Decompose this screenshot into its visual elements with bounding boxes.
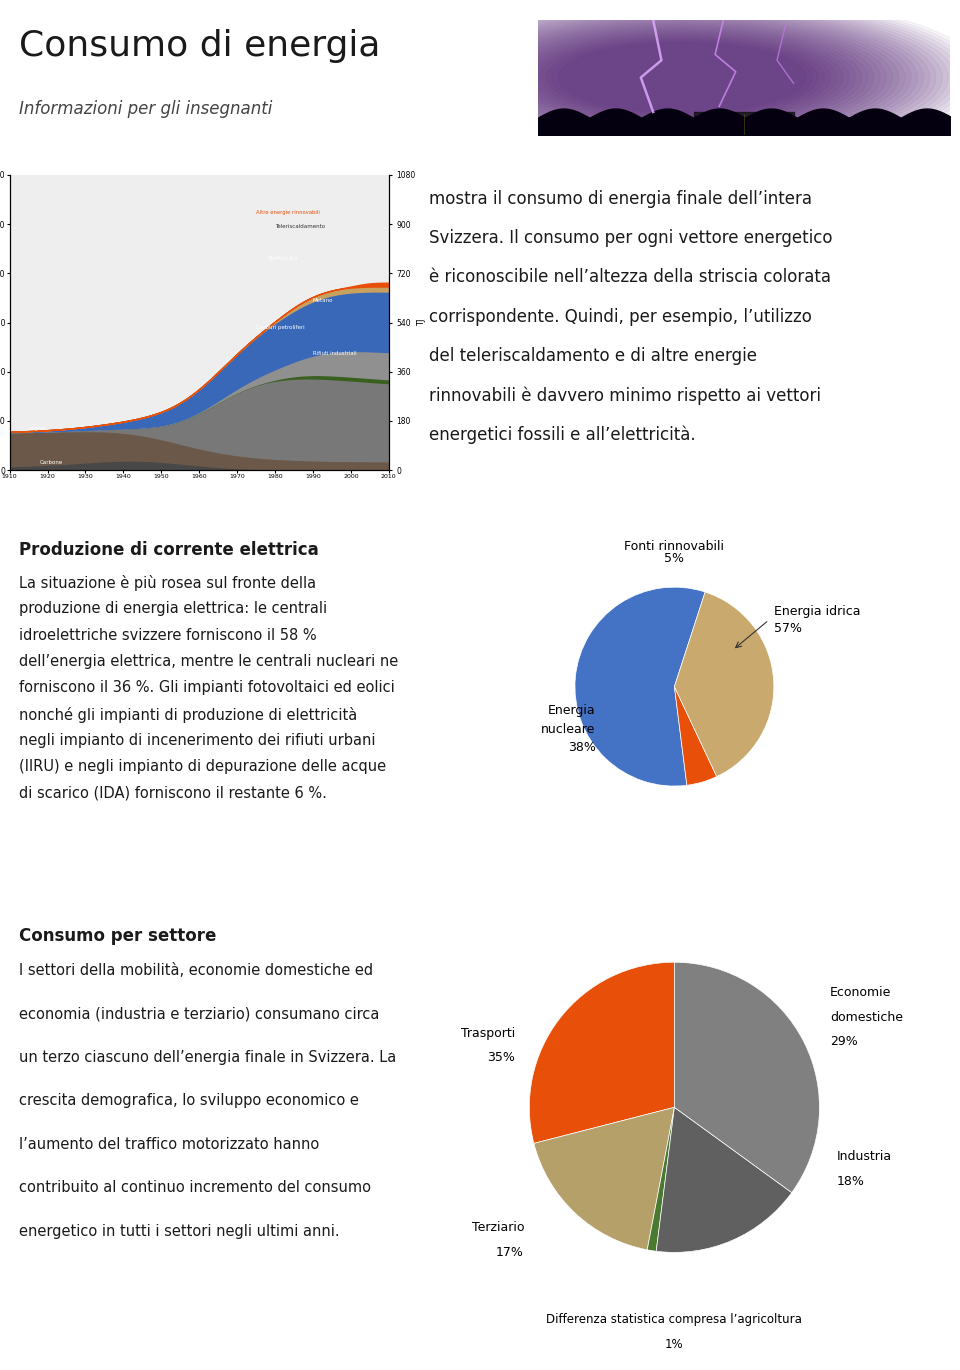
Text: è riconoscibile nell’altezza della striscia colorata: è riconoscibile nell’altezza della stris…	[429, 269, 830, 286]
Text: Energia: Energia	[548, 704, 595, 718]
Text: Terziario: Terziario	[471, 1221, 524, 1234]
Text: Elettricità: Elettricità	[268, 256, 298, 262]
Wedge shape	[674, 962, 820, 1192]
Text: Svizzera. Il consumo per ogni vettore energetico: Svizzera. Il consumo per ogni vettore en…	[429, 229, 832, 247]
Text: rinnovabili è davvero minimo rispetto ai vettori: rinnovabili è davvero minimo rispetto ai…	[429, 386, 821, 406]
Text: 57%: 57%	[774, 622, 802, 634]
Text: corrispondente. Quindi, per esempio, l’utilizzo: corrispondente. Quindi, per esempio, l’u…	[429, 308, 811, 326]
Text: idroelettriche svizzere forniscono il 58 %: idroelettriche svizzere forniscono il 58…	[19, 627, 317, 643]
Text: 4/11: 4/11	[915, 141, 946, 153]
Text: 18%: 18%	[837, 1175, 865, 1188]
Text: l’aumento del traffico motorizzato hanno: l’aumento del traffico motorizzato hanno	[19, 1137, 320, 1152]
Text: mostra il consumo di energia finale dell’intera: mostra il consumo di energia finale dell…	[429, 190, 812, 208]
Text: Produzione di corrente elettrica: Produzione di corrente elettrica	[19, 541, 319, 559]
Text: 06 / Energia & Strategia energetica 2050: 06 / Energia & Strategia energetica 2050	[704, 5, 946, 15]
Text: 1%: 1%	[665, 1338, 684, 1351]
Text: Differenza statistica compresa l’agricoltura: Differenza statistica compresa l’agricol…	[546, 1312, 803, 1326]
Text: nucleare: nucleare	[541, 722, 595, 736]
Text: 5%: 5%	[664, 552, 684, 566]
Wedge shape	[647, 1107, 674, 1251]
Wedge shape	[657, 1107, 792, 1252]
Text: Carbone: Carbone	[40, 459, 63, 464]
Text: 38%: 38%	[567, 741, 595, 754]
Text: Rifiuti industriali: Rifiuti industriali	[313, 352, 356, 356]
Text: Informazioni per gli insegnanti: Informazioni per gli insegnanti	[19, 100, 273, 118]
Text: Consumo per settore: Consumo per settore	[19, 927, 217, 945]
Text: energetici fossili e all’elettricità.: energetici fossili e all’elettricità.	[429, 426, 695, 444]
Text: 29%: 29%	[830, 1036, 858, 1048]
Text: domestiche: domestiche	[830, 1011, 903, 1023]
Text: Teleriscaldamento: Teleriscaldamento	[275, 223, 325, 229]
Text: Industria: Industria	[837, 1151, 892, 1163]
Text: contribuito al continuo incremento del consumo: contribuito al continuo incremento del c…	[19, 1180, 372, 1195]
Text: crescita demografica, lo sviluppo economico e: crescita demografica, lo sviluppo econom…	[19, 1093, 359, 1108]
Text: Trasporti: Trasporti	[461, 1026, 516, 1040]
Text: Carburi petroliferi: Carburi petroliferi	[256, 325, 304, 330]
Text: economia (industria e terziario) consumano circa: economia (industria e terziario) consuma…	[19, 1007, 379, 1022]
Text: I settori della mobilità, economie domestiche ed: I settori della mobilità, economie domes…	[19, 963, 373, 978]
Text: 17%: 17%	[496, 1245, 524, 1259]
Text: La situazione è più rosea sul fronte della: La situazione è più rosea sul fronte del…	[19, 575, 317, 590]
Text: Economie: Economie	[830, 986, 892, 999]
Wedge shape	[534, 1107, 674, 1249]
Wedge shape	[575, 588, 706, 786]
Text: produzione di energia elettrica: le centrali: produzione di energia elettrica: le cent…	[19, 601, 327, 616]
Text: Energia idrica: Energia idrica	[774, 606, 860, 618]
Text: di scarico (IDA) forniscono il restante 6 %.: di scarico (IDA) forniscono il restante …	[19, 786, 327, 800]
Y-axis label: TJ: TJ	[417, 319, 426, 326]
Text: nonché gli impianti di produzione di elettricità: nonché gli impianti di produzione di ele…	[19, 707, 357, 722]
Text: dell’energia elettrica, mentre le centrali nucleari ne: dell’energia elettrica, mentre le centra…	[19, 653, 398, 669]
Text: 35%: 35%	[488, 1051, 516, 1064]
Text: energetico in tutti i settori negli ultimi anni.: energetico in tutti i settori negli ulti…	[19, 1223, 340, 1238]
Text: Altre energie rinnovabili: Altre energie rinnovabili	[256, 210, 320, 215]
Text: Metano: Metano	[313, 299, 333, 303]
Text: forniscono il 36 %. Gli impianti fotovoltaici ed eolici: forniscono il 36 %. Gli impianti fotovol…	[19, 681, 395, 696]
Text: negli impianto di incenerimento dei rifiuti urbani: negli impianto di incenerimento dei rifi…	[19, 733, 375, 748]
Text: del teleriscaldamento e di altre energie: del teleriscaldamento e di altre energie	[429, 347, 756, 364]
Wedge shape	[529, 962, 674, 1144]
Wedge shape	[674, 686, 717, 785]
Text: (IIRU) e negli impianto di depurazione delle acque: (IIRU) e negli impianto di depurazione d…	[19, 759, 386, 774]
Wedge shape	[674, 592, 774, 777]
Text: Fonti rinnovabili: Fonti rinnovabili	[624, 540, 725, 553]
Text: Legna: Legna	[29, 426, 45, 432]
Text: un terzo ciascuno dell’energia finale in Svizzera. La: un terzo ciascuno dell’energia finale in…	[19, 1049, 396, 1064]
Text: Consumo di energia: Consumo di energia	[19, 29, 380, 63]
